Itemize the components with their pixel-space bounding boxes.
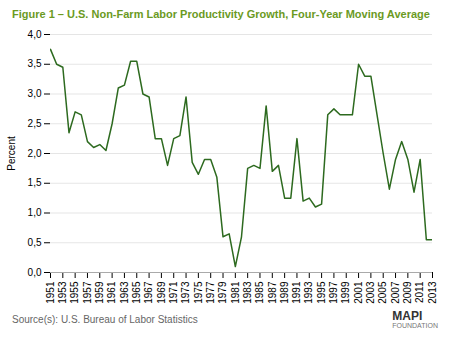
svg-text:1973: 1973 <box>180 281 191 304</box>
svg-text:1993: 1993 <box>303 281 314 304</box>
svg-text:1955: 1955 <box>69 281 80 304</box>
svg-text:Percent: Percent <box>6 136 17 171</box>
svg-text:1985: 1985 <box>254 281 265 304</box>
svg-text:2,0: 2,0 <box>28 147 42 158</box>
svg-text:1987: 1987 <box>267 281 278 304</box>
svg-text:1961: 1961 <box>106 281 117 304</box>
svg-text:1969: 1969 <box>156 281 167 304</box>
html-text:FOUNDATION: FOUNDATION <box>392 322 438 330</box>
svg-text:1967: 1967 <box>143 281 154 304</box>
svg-text:4,0: 4,0 <box>28 28 42 39</box>
svg-text:2,5: 2,5 <box>28 118 42 129</box>
svg-text:3,5: 3,5 <box>28 58 42 69</box>
html-text:Figure 1 – U.S. Non-Farm Labor: Figure 1 – U.S. Non-Farm Labor Productiv… <box>12 8 430 20</box>
svg-text:0,0: 0,0 <box>28 266 42 277</box>
svg-text:1981: 1981 <box>230 281 241 304</box>
svg-text:1953: 1953 <box>57 281 68 304</box>
html-text:Source(s): U.S. Bureau of Labo: Source(s): U.S. Bureau of Labor Statisti… <box>12 314 198 326</box>
svg-text:2007: 2007 <box>390 281 401 304</box>
svg-text:1975: 1975 <box>193 281 204 304</box>
svg-text:1997: 1997 <box>328 281 339 304</box>
svg-text:1963: 1963 <box>119 281 130 304</box>
svg-text:2005: 2005 <box>377 281 388 304</box>
svg-text:1977: 1977 <box>205 281 216 304</box>
svg-text:2009: 2009 <box>402 281 413 304</box>
svg-text:1,0: 1,0 <box>28 207 42 218</box>
svg-text:2003: 2003 <box>365 281 376 304</box>
svg-text:0,5: 0,5 <box>28 237 42 248</box>
svg-text:1999: 1999 <box>340 281 351 304</box>
svg-text:2013: 2013 <box>427 281 438 304</box>
svg-text:2001: 2001 <box>353 281 364 304</box>
svg-text:1995: 1995 <box>316 281 327 304</box>
svg-text:1979: 1979 <box>217 281 228 304</box>
svg-text:2011: 2011 <box>414 281 425 303</box>
svg-text:1959: 1959 <box>94 281 105 304</box>
svg-text:1951: 1951 <box>45 281 56 304</box>
html-text:MAPI: MAPI <box>392 308 423 323</box>
svg-text:1991: 1991 <box>291 281 302 304</box>
svg-text:1983: 1983 <box>242 281 253 304</box>
svg-text:1965: 1965 <box>131 281 142 304</box>
svg-text:3,0: 3,0 <box>28 88 42 99</box>
svg-text:1,5: 1,5 <box>28 177 42 188</box>
svg-text:1971: 1971 <box>168 281 179 304</box>
svg-text:1957: 1957 <box>82 281 93 304</box>
svg-text:1989: 1989 <box>279 281 290 304</box>
